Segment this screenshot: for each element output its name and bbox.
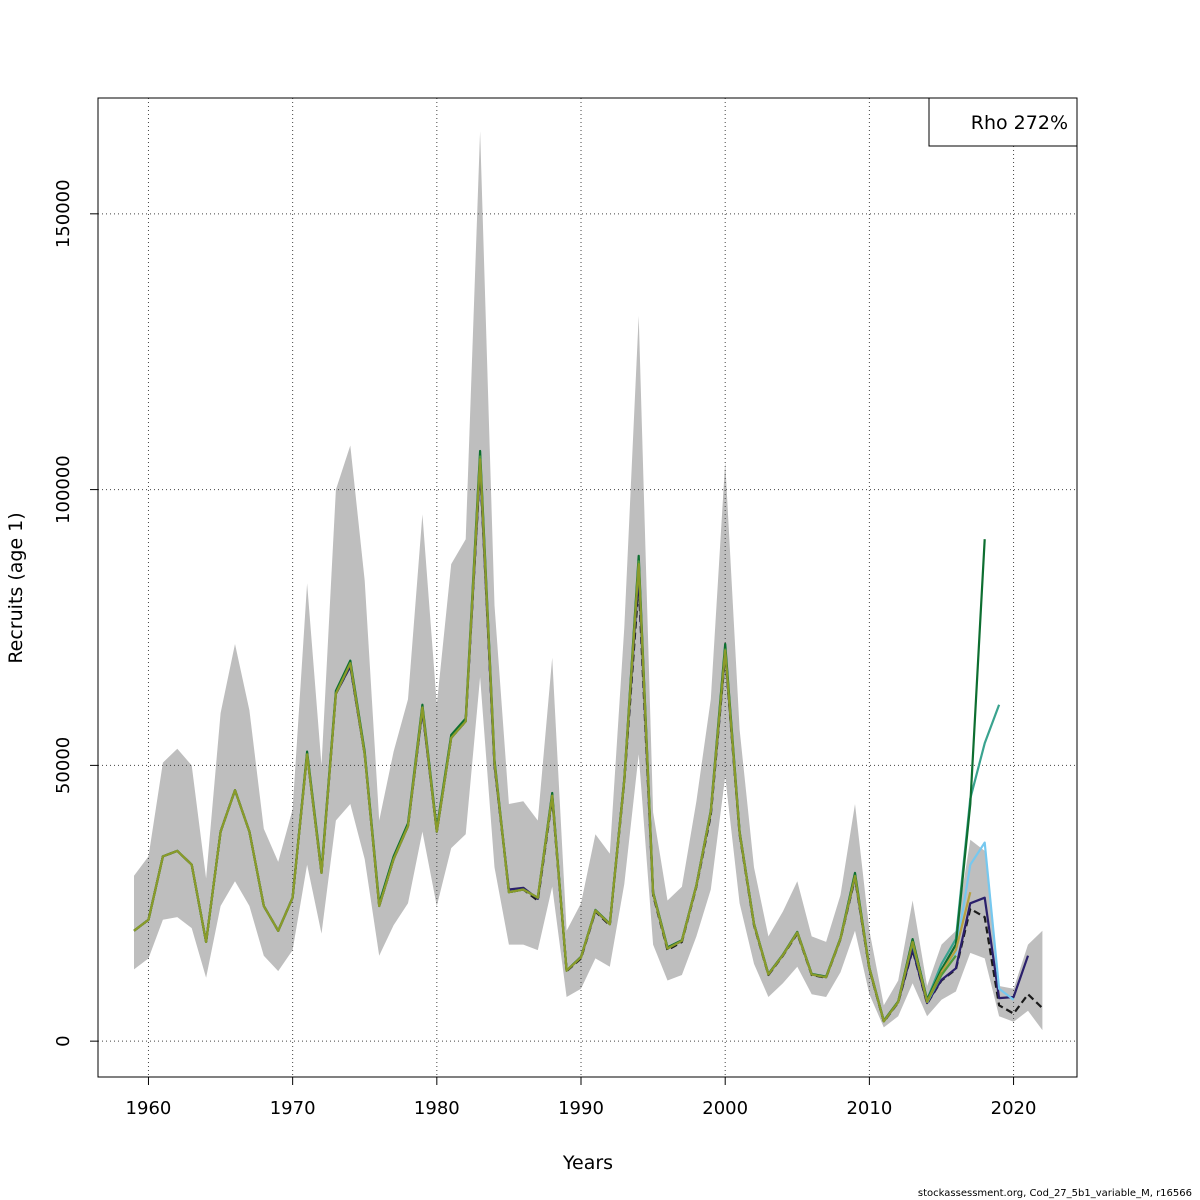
x-tick-label: 1990 xyxy=(558,1098,604,1119)
plot-frame xyxy=(97,97,1078,1078)
x-tick-label: 1970 xyxy=(270,1098,316,1119)
confidence-band-layer xyxy=(134,131,1043,1031)
x-tick-label: 2010 xyxy=(846,1098,892,1119)
footer-note: stockassessment.org, Cod_27_5b1_variable… xyxy=(918,1188,1192,1199)
y-tick-label: 100000 xyxy=(53,455,74,524)
legend-box xyxy=(928,97,1078,147)
legend: Rho 272% xyxy=(928,97,1078,147)
axis-layer: 1960 1970 1980 1990 2000 2010 2020 0 50000 100000… xyxy=(53,179,1036,1119)
y-tick-label: 150000 xyxy=(53,179,74,248)
series-line-8 xyxy=(133,458,943,1023)
x-tick-label: 1980 xyxy=(414,1098,460,1119)
confidence-band xyxy=(134,131,1043,1031)
x-axis-title: Years xyxy=(562,1152,613,1174)
x-tick-label: 1960 xyxy=(126,1098,172,1119)
legend-text: Rho 272% xyxy=(971,112,1068,134)
y-tick-label: 50000 xyxy=(53,737,74,794)
x-tick-label: 2020 xyxy=(991,1098,1037,1119)
x-tick-label: 2000 xyxy=(702,1098,748,1119)
y-tick-label: 0 xyxy=(53,1035,74,1046)
series-layer xyxy=(133,449,1044,1023)
y-axis-title: Recruits (age 1) xyxy=(5,512,27,663)
